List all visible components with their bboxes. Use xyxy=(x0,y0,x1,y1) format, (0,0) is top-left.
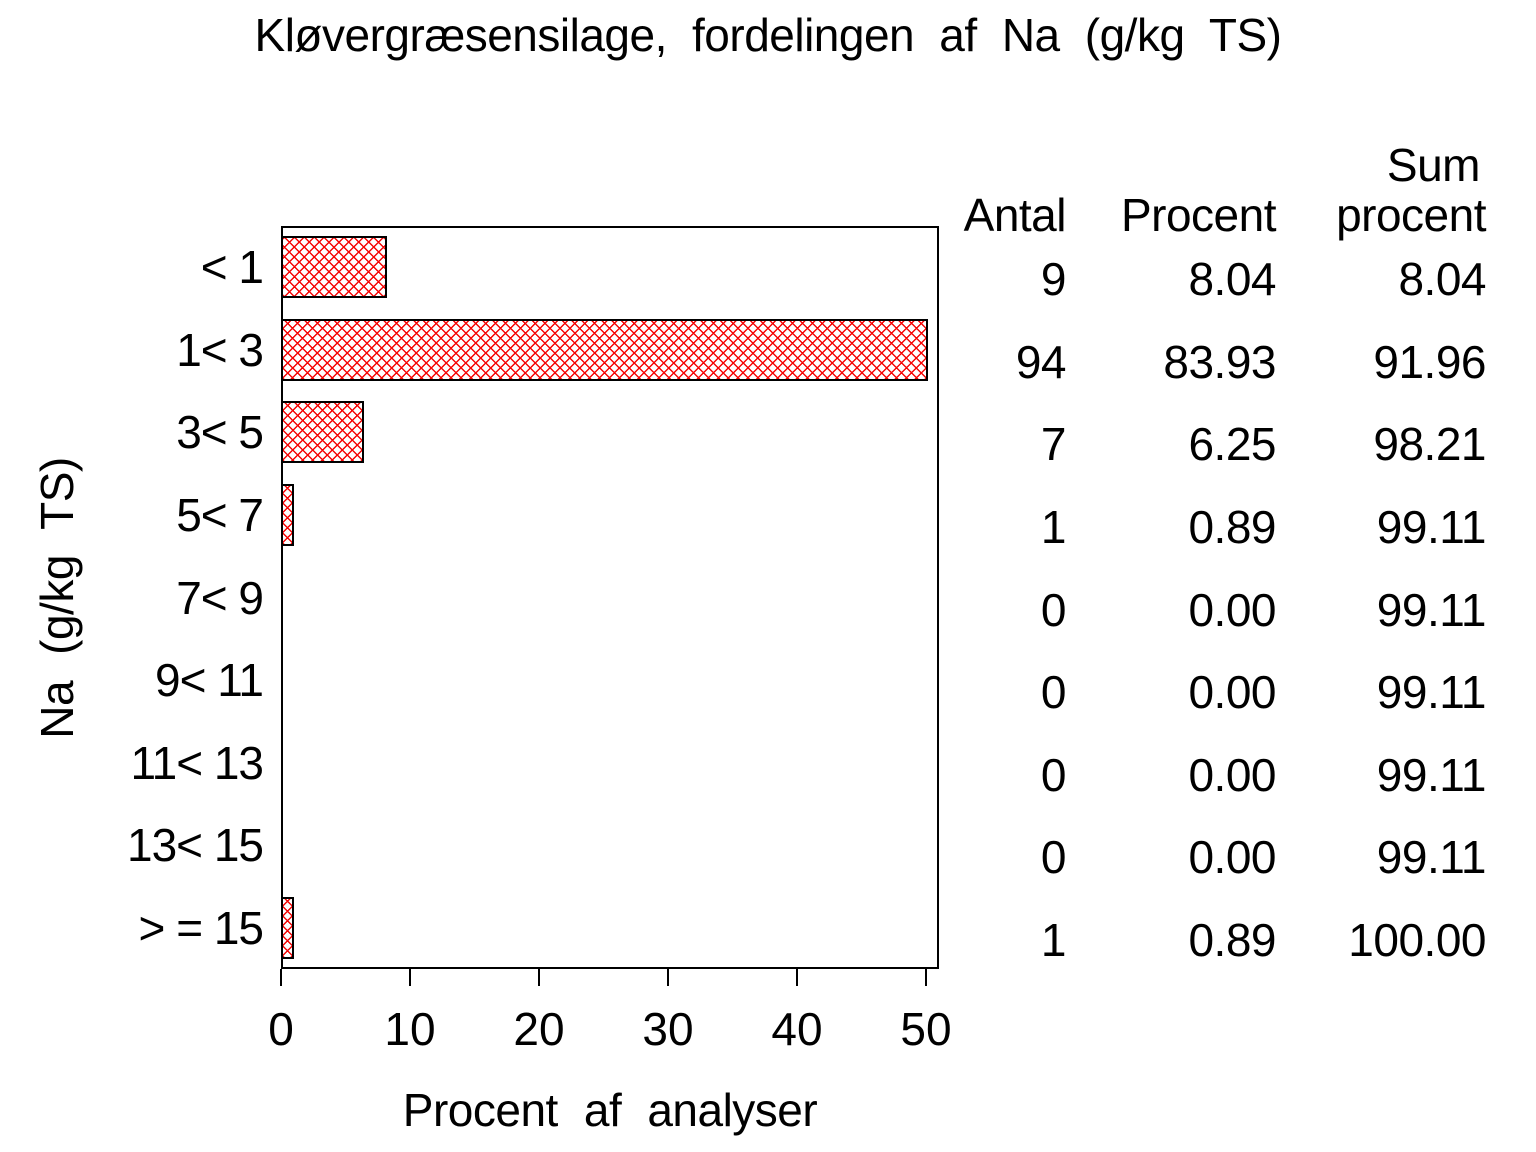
x-tick xyxy=(280,969,282,986)
y-category-label: 7< 9 xyxy=(176,571,264,624)
table-cell-sum: 99.11 xyxy=(1376,666,1487,718)
table-cell-sum: 99.11 xyxy=(1376,749,1487,801)
table-cell-sum: 99.11 xyxy=(1376,584,1487,636)
table-cell-procent: 0.89 xyxy=(1188,501,1276,553)
x-tick-label: 30 xyxy=(642,1003,694,1055)
bar-4 xyxy=(281,483,294,546)
bar-9 xyxy=(281,896,294,959)
y-category-label: 3< 5 xyxy=(176,406,264,459)
x-tick-label: 0 xyxy=(268,1003,294,1055)
y-category-label: 13< 15 xyxy=(127,819,264,872)
table-cell-sum: 8.04 xyxy=(1398,253,1486,305)
x-tick xyxy=(925,969,927,986)
table-cell-sum: 98.21 xyxy=(1373,418,1486,470)
y-category-label: < 1 xyxy=(200,241,264,294)
table-cell-antal: 1 xyxy=(1040,501,1067,553)
table-cell-procent: 0.89 xyxy=(1188,914,1276,966)
table-header-antal: Antal xyxy=(963,189,1067,241)
table-cell-procent: 8.04 xyxy=(1188,253,1276,305)
table-cell-antal: 7 xyxy=(1040,418,1067,470)
table-cell-procent: 0.00 xyxy=(1188,584,1276,636)
table-cell-sum: 99.11 xyxy=(1376,831,1487,883)
x-tick-label: 10 xyxy=(384,1003,436,1055)
bar-3 xyxy=(281,401,364,464)
table-cell-sum: 91.96 xyxy=(1373,336,1486,388)
y-category-label: 9< 11 xyxy=(155,654,264,707)
y-category-label: 1< 3 xyxy=(176,323,264,376)
chart-title: Kløvergræsensilage, fordelingen af Na (g… xyxy=(254,9,1282,61)
table-cell-sum: 100.00 xyxy=(1348,914,1486,966)
x-tick xyxy=(796,969,798,986)
bar-1 xyxy=(281,236,387,299)
table-cell-antal: 9 xyxy=(1040,253,1067,305)
table-cell-antal: 0 xyxy=(1040,666,1067,718)
table-cell-procent: 0.00 xyxy=(1188,749,1276,801)
table-cell-procent: 6.25 xyxy=(1188,418,1276,470)
y-category-label: 5< 7 xyxy=(176,488,264,541)
y-category-label: 11< 13 xyxy=(130,736,264,789)
x-tick-label: 40 xyxy=(771,1003,823,1055)
x-tick-label: 20 xyxy=(513,1003,565,1055)
x-tick xyxy=(538,969,540,986)
table-cell-procent: 83.93 xyxy=(1163,336,1276,388)
table-cell-antal: 94 xyxy=(1015,336,1067,388)
x-axis-title: Procent af analyser xyxy=(402,1084,818,1136)
table-cell-procent: 0.00 xyxy=(1188,831,1276,883)
table-header-procent: Procent xyxy=(1120,189,1277,241)
x-tick xyxy=(667,969,669,986)
table-header-sum-line1: Sum xyxy=(1386,139,1481,191)
table-cell-procent: 0.00 xyxy=(1188,666,1276,718)
y-category-label: > = 15 xyxy=(138,901,264,954)
table-header-sum-line2: procent xyxy=(1336,189,1486,241)
table-cell-sum: 99.11 xyxy=(1376,501,1487,553)
table-cell-antal: 0 xyxy=(1040,749,1067,801)
table-cell-antal: 0 xyxy=(1040,831,1067,883)
x-tick-label: 50 xyxy=(900,1003,952,1055)
x-tick xyxy=(409,969,411,986)
bar-2 xyxy=(281,318,928,381)
table-cell-antal: 0 xyxy=(1040,584,1067,636)
table-cell-antal: 1 xyxy=(1040,914,1067,966)
